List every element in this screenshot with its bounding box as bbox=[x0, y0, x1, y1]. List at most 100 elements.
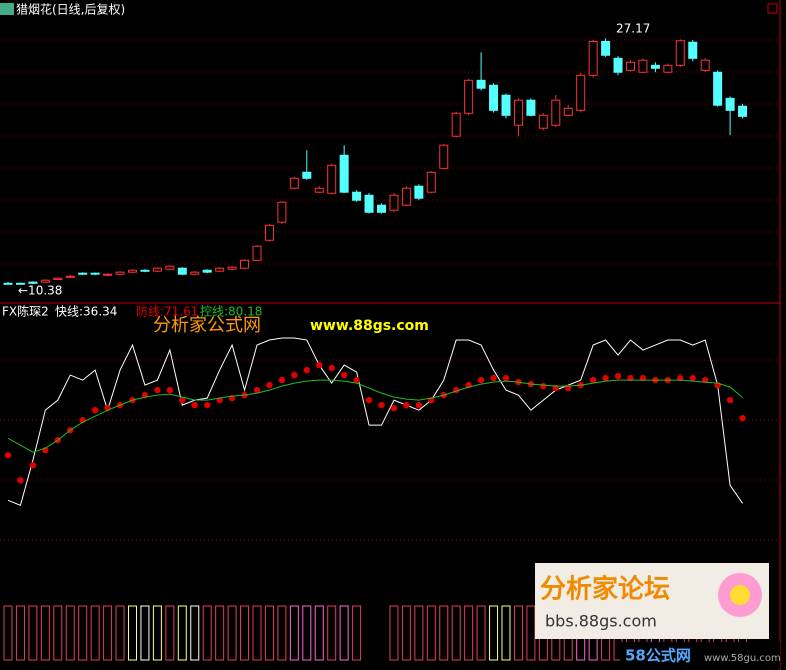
candle-body bbox=[426, 171, 436, 193]
dot bbox=[4, 452, 12, 459]
dot bbox=[390, 404, 398, 412]
signal-bar bbox=[28, 605, 38, 661]
dot bbox=[154, 386, 161, 394]
signal-bar bbox=[464, 605, 474, 661]
candle-body bbox=[165, 265, 175, 270]
candle-body bbox=[638, 59, 648, 73]
signal-bar bbox=[215, 605, 225, 661]
dot bbox=[403, 401, 410, 409]
signal-bar bbox=[190, 605, 200, 661]
logo-url: bbs.88gs.com bbox=[545, 612, 657, 631]
candle-body bbox=[252, 245, 262, 261]
dot bbox=[278, 376, 286, 384]
candle-body bbox=[40, 279, 50, 283]
signal-bar bbox=[389, 605, 399, 661]
candle-body bbox=[588, 40, 598, 76]
dot bbox=[589, 376, 597, 384]
candle-body bbox=[526, 99, 536, 116]
candle-body bbox=[215, 267, 225, 272]
candle-body bbox=[551, 99, 561, 126]
signal-bar bbox=[277, 605, 287, 661]
watermark: 分析家公式网 bbox=[153, 315, 261, 336]
legend-item: 防线:71.61 bbox=[136, 304, 198, 319]
signal-bar bbox=[227, 605, 237, 661]
candle-body bbox=[264, 224, 274, 241]
candle-body bbox=[302, 171, 312, 179]
watermark-url: www.88gs.com bbox=[310, 318, 429, 334]
chart-title: 猎烟花(日线,后复权) bbox=[16, 2, 125, 17]
line bbox=[7, 379, 743, 453]
signal-bar bbox=[78, 605, 88, 661]
signal-bar bbox=[165, 605, 175, 661]
signal-bar bbox=[401, 605, 411, 661]
candle-body bbox=[613, 57, 623, 73]
candle-body bbox=[140, 269, 150, 272]
candle-body bbox=[277, 201, 287, 223]
candle-body bbox=[401, 187, 411, 206]
candle-body bbox=[314, 187, 324, 193]
brand: 58公式网 bbox=[625, 647, 691, 665]
signal-bar bbox=[65, 605, 75, 661]
candle-body bbox=[501, 94, 511, 116]
candle-body bbox=[352, 191, 362, 201]
dot bbox=[689, 374, 696, 382]
legend-item: 快线:36.34 bbox=[55, 305, 117, 319]
candle-body bbox=[626, 61, 635, 71]
signal-bar bbox=[3, 605, 13, 661]
candle-body bbox=[128, 269, 137, 273]
dot bbox=[316, 361, 323, 369]
dot bbox=[378, 401, 385, 409]
signal-bar bbox=[289, 605, 299, 661]
candle-body bbox=[90, 272, 100, 275]
dot bbox=[266, 381, 273, 389]
candle-body bbox=[3, 282, 13, 285]
dot bbox=[739, 414, 746, 422]
candle-body bbox=[700, 59, 710, 71]
candle-body bbox=[389, 194, 399, 211]
signal-bar bbox=[426, 605, 436, 661]
close-box[interactable] bbox=[767, 3, 778, 14]
candle-body bbox=[663, 64, 673, 73]
candle-body bbox=[513, 99, 523, 126]
signal-bar bbox=[103, 605, 113, 661]
candle-body bbox=[489, 84, 499, 111]
signal-bar bbox=[302, 605, 312, 661]
candle-body bbox=[476, 79, 486, 89]
dot bbox=[602, 374, 609, 382]
candle-body bbox=[675, 40, 685, 66]
candle-body bbox=[650, 64, 660, 69]
signal-bar bbox=[202, 605, 212, 661]
dot bbox=[415, 401, 423, 409]
brand-box bbox=[620, 642, 780, 668]
candle-body bbox=[152, 267, 162, 272]
dot bbox=[204, 401, 211, 409]
signal-bar bbox=[476, 605, 486, 661]
signal-bar bbox=[414, 605, 424, 661]
candle-body bbox=[364, 194, 374, 213]
line bbox=[7, 337, 743, 506]
signal-bar bbox=[90, 605, 100, 661]
signal-bar bbox=[177, 605, 187, 661]
candle-body bbox=[377, 204, 386, 213]
candle-body bbox=[103, 273, 113, 276]
signal-bar bbox=[140, 605, 150, 661]
dot bbox=[29, 462, 37, 469]
dot bbox=[303, 366, 310, 374]
candle-body bbox=[289, 177, 299, 189]
candle-body bbox=[414, 185, 424, 199]
dot bbox=[291, 371, 298, 379]
signal-bar bbox=[451, 605, 461, 661]
candle-body bbox=[240, 259, 250, 269]
candle-body bbox=[688, 41, 698, 59]
signal-bar bbox=[240, 605, 250, 661]
candle-body bbox=[738, 105, 748, 117]
candle-body bbox=[28, 281, 38, 284]
dot bbox=[166, 386, 174, 394]
logo-flower bbox=[730, 585, 750, 605]
signal-bar bbox=[128, 605, 137, 661]
legend-item: 控线:80.18 bbox=[200, 305, 262, 319]
dot bbox=[365, 396, 373, 404]
candle-body bbox=[464, 79, 474, 114]
